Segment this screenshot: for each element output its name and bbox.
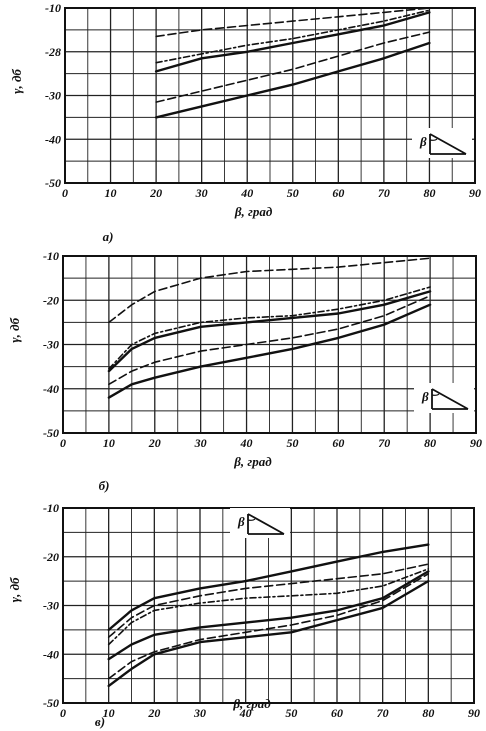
x-tick-label: 0 xyxy=(60,706,66,720)
y-tick-label: -50 xyxy=(43,696,59,710)
panel-label: а) xyxy=(103,229,114,244)
inset-angle-label: β xyxy=(421,389,429,404)
series-line-1 xyxy=(107,579,430,688)
series-line-5 xyxy=(155,7,431,38)
x-tick-label: 50 xyxy=(285,706,297,720)
series-line-4 xyxy=(107,568,430,646)
x-tick-label: 70 xyxy=(378,436,390,450)
series-line-2 xyxy=(108,295,431,386)
series-line-5 xyxy=(108,257,431,324)
x-tick-label: 60 xyxy=(331,706,343,720)
x-tick-label: 0 xyxy=(62,186,68,200)
x-tick-label: 70 xyxy=(377,706,389,720)
x-tick-label: 90 xyxy=(468,706,480,720)
y-axis-label: γ, дб xyxy=(9,69,24,94)
inset-background xyxy=(412,128,472,158)
plot-frame xyxy=(64,7,476,184)
angle-arc xyxy=(431,393,440,396)
series-line-5 xyxy=(107,563,430,638)
series-line-3 xyxy=(107,290,432,373)
inset-angle-label: β xyxy=(419,134,427,149)
x-tick-label: 30 xyxy=(195,186,208,200)
x-tick-label: 30 xyxy=(194,436,207,450)
angle-arc xyxy=(429,138,438,141)
x-axis-label: β, град xyxy=(233,454,272,469)
y-tick-label: -30 xyxy=(43,599,59,613)
series-line-6 xyxy=(107,543,430,632)
series-line-2 xyxy=(107,573,430,680)
x-tick-label: 10 xyxy=(103,706,115,720)
x-tick-label: 10 xyxy=(103,436,115,450)
series-line-4 xyxy=(155,9,431,64)
y-tick-label: -10 xyxy=(43,501,59,515)
x-tick-label: 60 xyxy=(332,436,344,450)
x-tick-label: 0 xyxy=(60,436,66,450)
y-tick-label: -30 xyxy=(43,338,59,352)
incidence-angle-icon xyxy=(247,513,285,535)
y-tick-label: -28 xyxy=(45,45,61,59)
y-tick-label: -40 xyxy=(43,647,59,661)
x-axis-label: β, град xyxy=(232,696,271,711)
plot-frame xyxy=(62,255,477,434)
x-tick-label: 80 xyxy=(423,186,435,200)
series-line-4 xyxy=(108,286,431,370)
y-tick-label: -20 xyxy=(43,293,59,307)
inset-background xyxy=(230,508,290,538)
y-tick-label: -30 xyxy=(45,89,61,103)
x-tick-label: 20 xyxy=(148,436,161,450)
x-tick-label: 40 xyxy=(239,706,252,720)
y-tick-label: -20 xyxy=(43,550,59,564)
x-tick-label: 60 xyxy=(332,186,344,200)
inset-angle-label: β xyxy=(237,514,245,529)
x-tick-label: 50 xyxy=(286,436,298,450)
incidence-angle-icon xyxy=(431,388,469,410)
inset-background xyxy=(414,383,474,413)
series-line-3 xyxy=(154,11,431,73)
y-tick-label: -40 xyxy=(45,132,61,146)
series-line-3 xyxy=(107,570,430,661)
x-tick-label: 20 xyxy=(147,706,160,720)
x-tick-label: 90 xyxy=(470,436,482,450)
chart-panel-3: 0 10 20 30 40 50 60 70 80 90 -10 -20 -30 -40 -50 γ, дб β… xyxy=(7,501,480,729)
angle-arc xyxy=(247,518,256,521)
panel-label: б) xyxy=(99,478,110,493)
x-tick-label: 80 xyxy=(424,436,436,450)
series-line-1 xyxy=(107,303,432,399)
chart-panel-1: 0 10 20 30 40 50 60 70 80 90 -10 -28 -30 -40 -50 γ, дб β… xyxy=(9,1,481,244)
y-tick-label: -50 xyxy=(45,176,61,190)
x-tick-label: 20 xyxy=(149,186,162,200)
series-line-2 xyxy=(155,31,431,103)
x-axis-label: β, град xyxy=(234,204,273,219)
x-tick-label: 70 xyxy=(378,186,390,200)
x-tick-label: 40 xyxy=(240,436,253,450)
x-tick-label: 40 xyxy=(240,186,253,200)
x-tick-label: 30 xyxy=(193,706,206,720)
chart-panel-2: 0 10 20 30 40 50 60 70 80 90 -10 -20 -30 -40 -50 γ, дб β… xyxy=(7,249,482,493)
incidence-angle-icon xyxy=(429,133,467,155)
panel-label: в) xyxy=(95,714,105,729)
y-axis-label: γ, дб xyxy=(7,577,22,602)
y-tick-label: -10 xyxy=(43,249,59,263)
y-axis-label: γ, дб xyxy=(7,317,22,342)
x-tick-label: 50 xyxy=(287,186,299,200)
x-tick-label: 80 xyxy=(422,706,434,720)
y-tick-label: -40 xyxy=(43,382,59,396)
x-tick-label: 10 xyxy=(105,186,117,200)
y-tick-label: -10 xyxy=(45,1,61,15)
series-line-1 xyxy=(154,41,431,119)
y-tick-label: -50 xyxy=(43,426,59,440)
x-tick-label: 90 xyxy=(469,186,481,200)
